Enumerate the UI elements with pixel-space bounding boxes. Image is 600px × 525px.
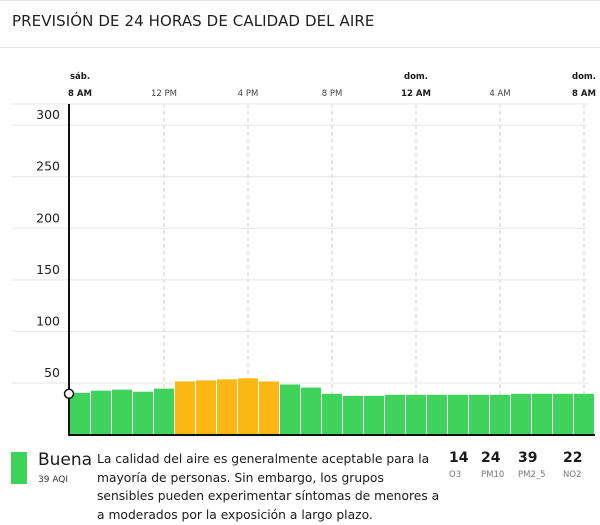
category-aqi-value: 39 AQI [38,475,69,485]
bar [259,381,279,434]
y-tick-label: 200 [36,210,60,225]
pollutant-value: 22 [563,450,583,466]
category-color-swatch [11,452,27,484]
bar [385,394,405,434]
bar [532,393,552,434]
pollutant-label: NO2 [563,470,582,480]
x-tick-label: 8 PM [322,89,343,99]
pollutant-no2: 22 NO2 [563,450,599,480]
aqi-summary: Buena 39 AQI La calidad del aire es gene… [0,440,600,525]
x-tick-label: 4 AM [489,89,510,99]
bar [469,394,489,434]
y-axis-labels: 50 100 150 200 250 300 [36,107,60,380]
x-axis-labels: sáb. 8 AM 12 PM 4 PM 8 PM dom. 12 AM 4 AM dom. 8 … [68,72,596,99]
aqi-forecast-chart: sáb. 8 AM 12 PM 4 PM 8 PM dom. 12 AM 4 AM dom. 8 … [12,72,596,436]
pollutant-pm25: 39 PM2_5 [518,450,554,480]
pollutant-value: 39 [518,450,538,466]
bar [301,387,321,434]
bar [280,384,300,434]
bar [511,393,531,434]
x-tick-label: 8 AM [68,89,92,99]
chart-title: PREVISIÓN DE 24 HORAS DE CALIDAD DEL AIR… [12,12,375,30]
bar [70,392,90,434]
bar [112,389,132,434]
pollutant-label: PM10 [481,470,505,480]
bar [238,378,258,434]
chart-grid [12,103,588,434]
bar [553,393,573,434]
pollutant-label: PM2_5 [518,470,546,480]
bar [448,394,468,434]
y-tick-label: 250 [36,159,60,174]
bar [196,380,216,434]
x-tick-day: sáb. [70,72,90,82]
x-tick-label: 12 PM [151,89,177,99]
x-tick-label: 4 PM [238,89,259,99]
current-value-marker [63,388,75,400]
bar [427,394,447,434]
y-tick-label: 50 [44,365,60,380]
x-tick-day: dom. [572,72,596,82]
bar [322,393,342,434]
x-tick-label: 12 AM [401,89,431,99]
bar [343,395,363,434]
y-tick-label: 100 [36,313,60,328]
bar [217,379,237,434]
y-tick-label: 300 [36,107,60,122]
pollutant-value: 14 [449,450,469,466]
pollutant-pm10: 24 PM10 [481,450,517,480]
bar [133,391,153,434]
bar [574,393,594,434]
x-tick-day: dom. [404,72,428,82]
title-divider [0,47,600,48]
pollutant-o3: 14 O3 [449,450,485,480]
bar-series [70,378,594,434]
category-label: Buena [38,450,93,470]
bar [364,395,384,434]
pollutant-label: O3 [449,470,462,480]
bar [175,381,195,434]
bar [490,394,510,434]
y-tick-label: 150 [36,262,60,277]
x-tick-label: 8 AM [572,89,596,99]
top-border [0,0,600,1]
bar [406,394,426,434]
chart-axes [63,104,595,436]
pollutant-value: 24 [481,450,501,466]
bar [91,390,111,434]
bar [154,388,174,434]
category-description: La calidad del aire es generalmente acep… [97,452,440,522]
